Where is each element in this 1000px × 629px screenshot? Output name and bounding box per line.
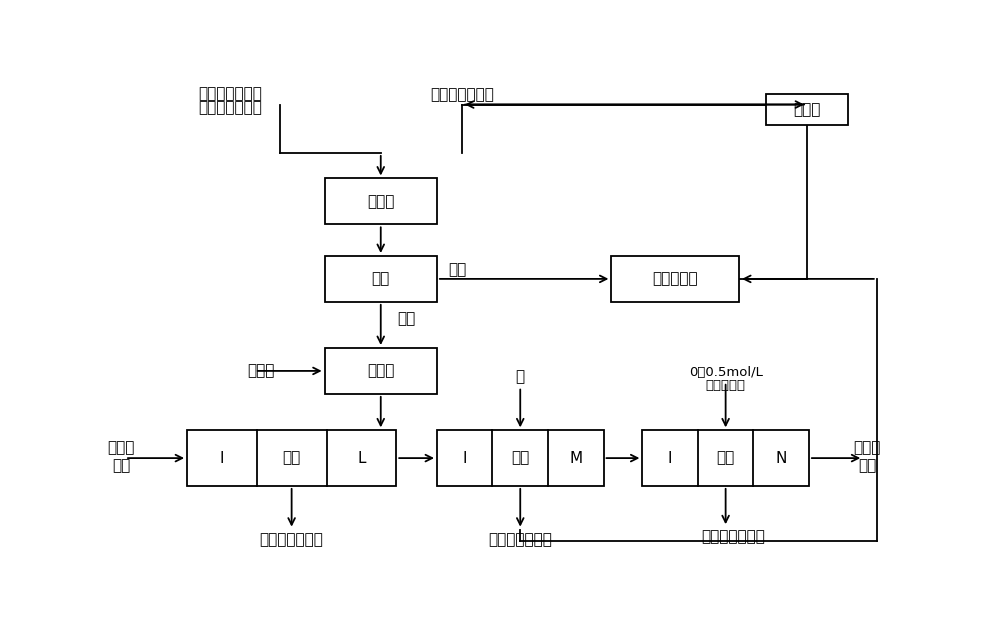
Text: 产品库: 产品库 (793, 102, 821, 117)
Text: I: I (220, 450, 224, 465)
Text: N: N (775, 450, 787, 465)
Bar (642, 430, 809, 486)
Bar (187, 430, 396, 486)
Text: 水: 水 (516, 369, 525, 384)
Text: 含硫酸镁的溶液: 含硫酸镁的溶液 (488, 532, 552, 547)
Bar (437, 430, 604, 486)
Bar (325, 348, 437, 394)
Text: 滤渣: 滤渣 (398, 311, 416, 326)
Text: 含钴、镍、镁的: 含钴、镍、镁的 (199, 86, 262, 101)
Text: 搅拌釜: 搅拌釜 (367, 194, 394, 209)
Bar (325, 256, 437, 302)
Text: 空白有: 空白有 (853, 440, 881, 455)
Text: I: I (668, 450, 672, 465)
Bar (611, 256, 739, 302)
Text: 洗涤: 洗涤 (511, 450, 529, 465)
Text: 含硫酸钴的溶液: 含硫酸钴的溶液 (701, 530, 765, 545)
Text: I: I (462, 450, 467, 465)
Text: 制取氧化镁: 制取氧化镁 (652, 271, 698, 286)
Text: 滤液: 滤液 (449, 262, 467, 277)
Text: L: L (357, 450, 366, 465)
Text: 机相: 机相 (858, 458, 876, 473)
Text: 的硫酸溶液: 的硫酸溶液 (706, 379, 746, 391)
Text: 萃取: 萃取 (283, 450, 301, 465)
Text: 氧化镁水性料浆: 氧化镁水性料浆 (430, 87, 494, 103)
Bar (766, 94, 848, 125)
Text: 搅拌釜: 搅拌釜 (367, 364, 394, 379)
Text: 稀硫酸: 稀硫酸 (247, 364, 274, 379)
Bar (325, 179, 437, 225)
Text: M: M (569, 450, 582, 465)
Text: 含硫酸镍的溶液: 含硫酸镍的溶液 (260, 532, 324, 547)
Text: 反萃: 反萃 (716, 450, 735, 465)
Text: 取剂: 取剂 (112, 458, 130, 473)
Text: 氧化镍矿酸浸液: 氧化镍矿酸浸液 (199, 99, 262, 114)
Text: 0～0.5mol/L: 0～0.5mol/L (689, 367, 763, 379)
Text: 过滤: 过滤 (372, 271, 390, 286)
Text: 混合萃: 混合萃 (107, 440, 135, 455)
